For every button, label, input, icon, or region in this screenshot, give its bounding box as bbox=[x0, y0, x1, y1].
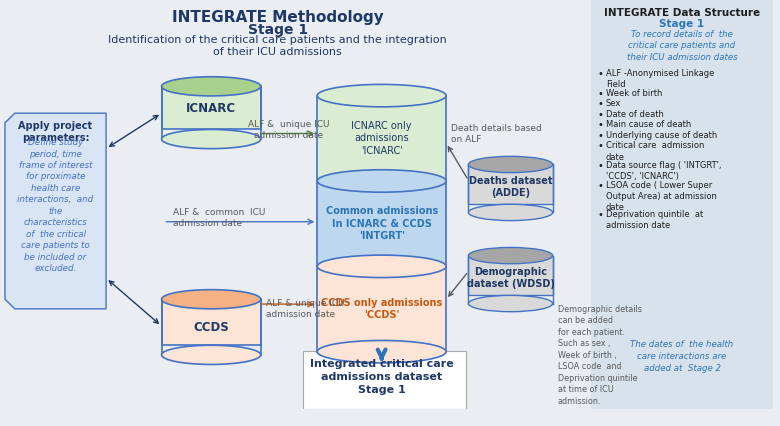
Ellipse shape bbox=[469, 248, 553, 264]
Bar bbox=[161, 299, 261, 345]
Ellipse shape bbox=[469, 156, 553, 173]
Text: CCDS only admissions
'CCDS': CCDS only admissions 'CCDS' bbox=[321, 298, 442, 320]
Text: Date of death: Date of death bbox=[606, 110, 664, 119]
Text: ICNARC only
admissions
'ICNARC': ICNARC only admissions 'ICNARC' bbox=[352, 121, 412, 155]
Text: •: • bbox=[597, 121, 604, 130]
Text: •: • bbox=[597, 69, 604, 79]
Text: Demographic details
can be added
for each patient.
Such as sex ,
Week of birth ,: Demographic details can be added for eac… bbox=[558, 305, 641, 406]
Text: Define study
period, time
frame of interest
for proximate
health care
interactio: Define study period, time frame of inter… bbox=[17, 138, 94, 273]
Text: Underlying cause of death: Underlying cause of death bbox=[606, 131, 717, 140]
Text: Week of birth: Week of birth bbox=[606, 89, 662, 98]
Text: ALF &  common  ICU
admission date: ALF & common ICU admission date bbox=[173, 208, 266, 228]
Text: Critical care  admission
date: Critical care admission date bbox=[606, 141, 704, 161]
Text: •: • bbox=[597, 141, 604, 152]
Ellipse shape bbox=[469, 295, 553, 312]
Text: CCDS: CCDS bbox=[193, 320, 229, 334]
Text: INTEGRATE Methodology: INTEGRATE Methodology bbox=[172, 10, 384, 25]
Text: INTEGRATE Data Structure: INTEGRATE Data Structure bbox=[604, 8, 760, 17]
Ellipse shape bbox=[161, 345, 261, 365]
Text: Main cause of death: Main cause of death bbox=[606, 121, 691, 130]
FancyBboxPatch shape bbox=[590, 0, 773, 409]
Bar bbox=[469, 256, 553, 295]
Text: •: • bbox=[597, 161, 604, 171]
Ellipse shape bbox=[161, 130, 261, 149]
Text: •: • bbox=[597, 210, 604, 219]
Text: Stage 1: Stage 1 bbox=[659, 19, 704, 29]
Text: Integrated critical care
admissions dataset
Stage 1: Integrated critical care admissions data… bbox=[310, 359, 453, 395]
Bar bbox=[317, 95, 446, 181]
Text: ICNARC: ICNARC bbox=[186, 102, 236, 115]
Text: •: • bbox=[597, 99, 604, 109]
Text: Deaths dataset
(ADDE): Deaths dataset (ADDE) bbox=[469, 176, 552, 198]
Ellipse shape bbox=[317, 170, 446, 192]
Text: ALF & unique ICU
admission date: ALF & unique ICU admission date bbox=[266, 299, 344, 320]
Text: Identification of the critical care patients and the integration: Identification of the critical care pati… bbox=[108, 35, 447, 46]
Text: LSOA code ( Lower Super
Output Area) at admission
date: LSOA code ( Lower Super Output Area) at … bbox=[606, 181, 717, 212]
Ellipse shape bbox=[317, 255, 446, 278]
Text: Stage 1: Stage 1 bbox=[247, 23, 307, 37]
Text: ALF -Anonymised Linkage
Field: ALF -Anonymised Linkage Field bbox=[606, 69, 714, 89]
Bar bbox=[161, 86, 261, 130]
Bar bbox=[469, 164, 553, 204]
Text: Sex: Sex bbox=[606, 99, 621, 108]
Text: The dates of  the health
care interactions are
added at  Stage 2: The dates of the health care interaction… bbox=[630, 340, 734, 373]
Text: •: • bbox=[597, 131, 604, 141]
Ellipse shape bbox=[317, 84, 446, 107]
Ellipse shape bbox=[317, 340, 446, 363]
Polygon shape bbox=[5, 113, 106, 309]
Text: Demographic
dataset (WDSD): Demographic dataset (WDSD) bbox=[466, 267, 555, 289]
Ellipse shape bbox=[469, 204, 553, 221]
Ellipse shape bbox=[161, 290, 261, 309]
Bar bbox=[317, 266, 446, 352]
Text: Death details based
on ALF: Death details based on ALF bbox=[451, 124, 542, 144]
Bar bbox=[317, 181, 446, 266]
Text: Deprivation quintile  at
admission date: Deprivation quintile at admission date bbox=[606, 210, 703, 230]
Text: ALF &  unique ICU
admission date: ALF & unique ICU admission date bbox=[248, 120, 330, 140]
Text: Common admissions
In ICNARC & CCDS
'INTGRT': Common admissions In ICNARC & CCDS 'INTG… bbox=[325, 206, 438, 241]
Text: •: • bbox=[597, 89, 604, 99]
Text: Data source flag ( 'INTGRT',
'CCDS', 'ICNARC'): Data source flag ( 'INTGRT', 'CCDS', 'IC… bbox=[606, 161, 722, 181]
FancyBboxPatch shape bbox=[303, 351, 466, 409]
Ellipse shape bbox=[161, 77, 261, 96]
Text: •: • bbox=[597, 181, 604, 191]
Text: Apply project
parameters:: Apply project parameters: bbox=[19, 121, 93, 143]
Text: To record details of  the
critical care patients and
their ICU admission dates: To record details of the critical care p… bbox=[626, 30, 737, 62]
Text: of their ICU admissions: of their ICU admissions bbox=[213, 47, 342, 57]
Text: •: • bbox=[597, 110, 604, 120]
